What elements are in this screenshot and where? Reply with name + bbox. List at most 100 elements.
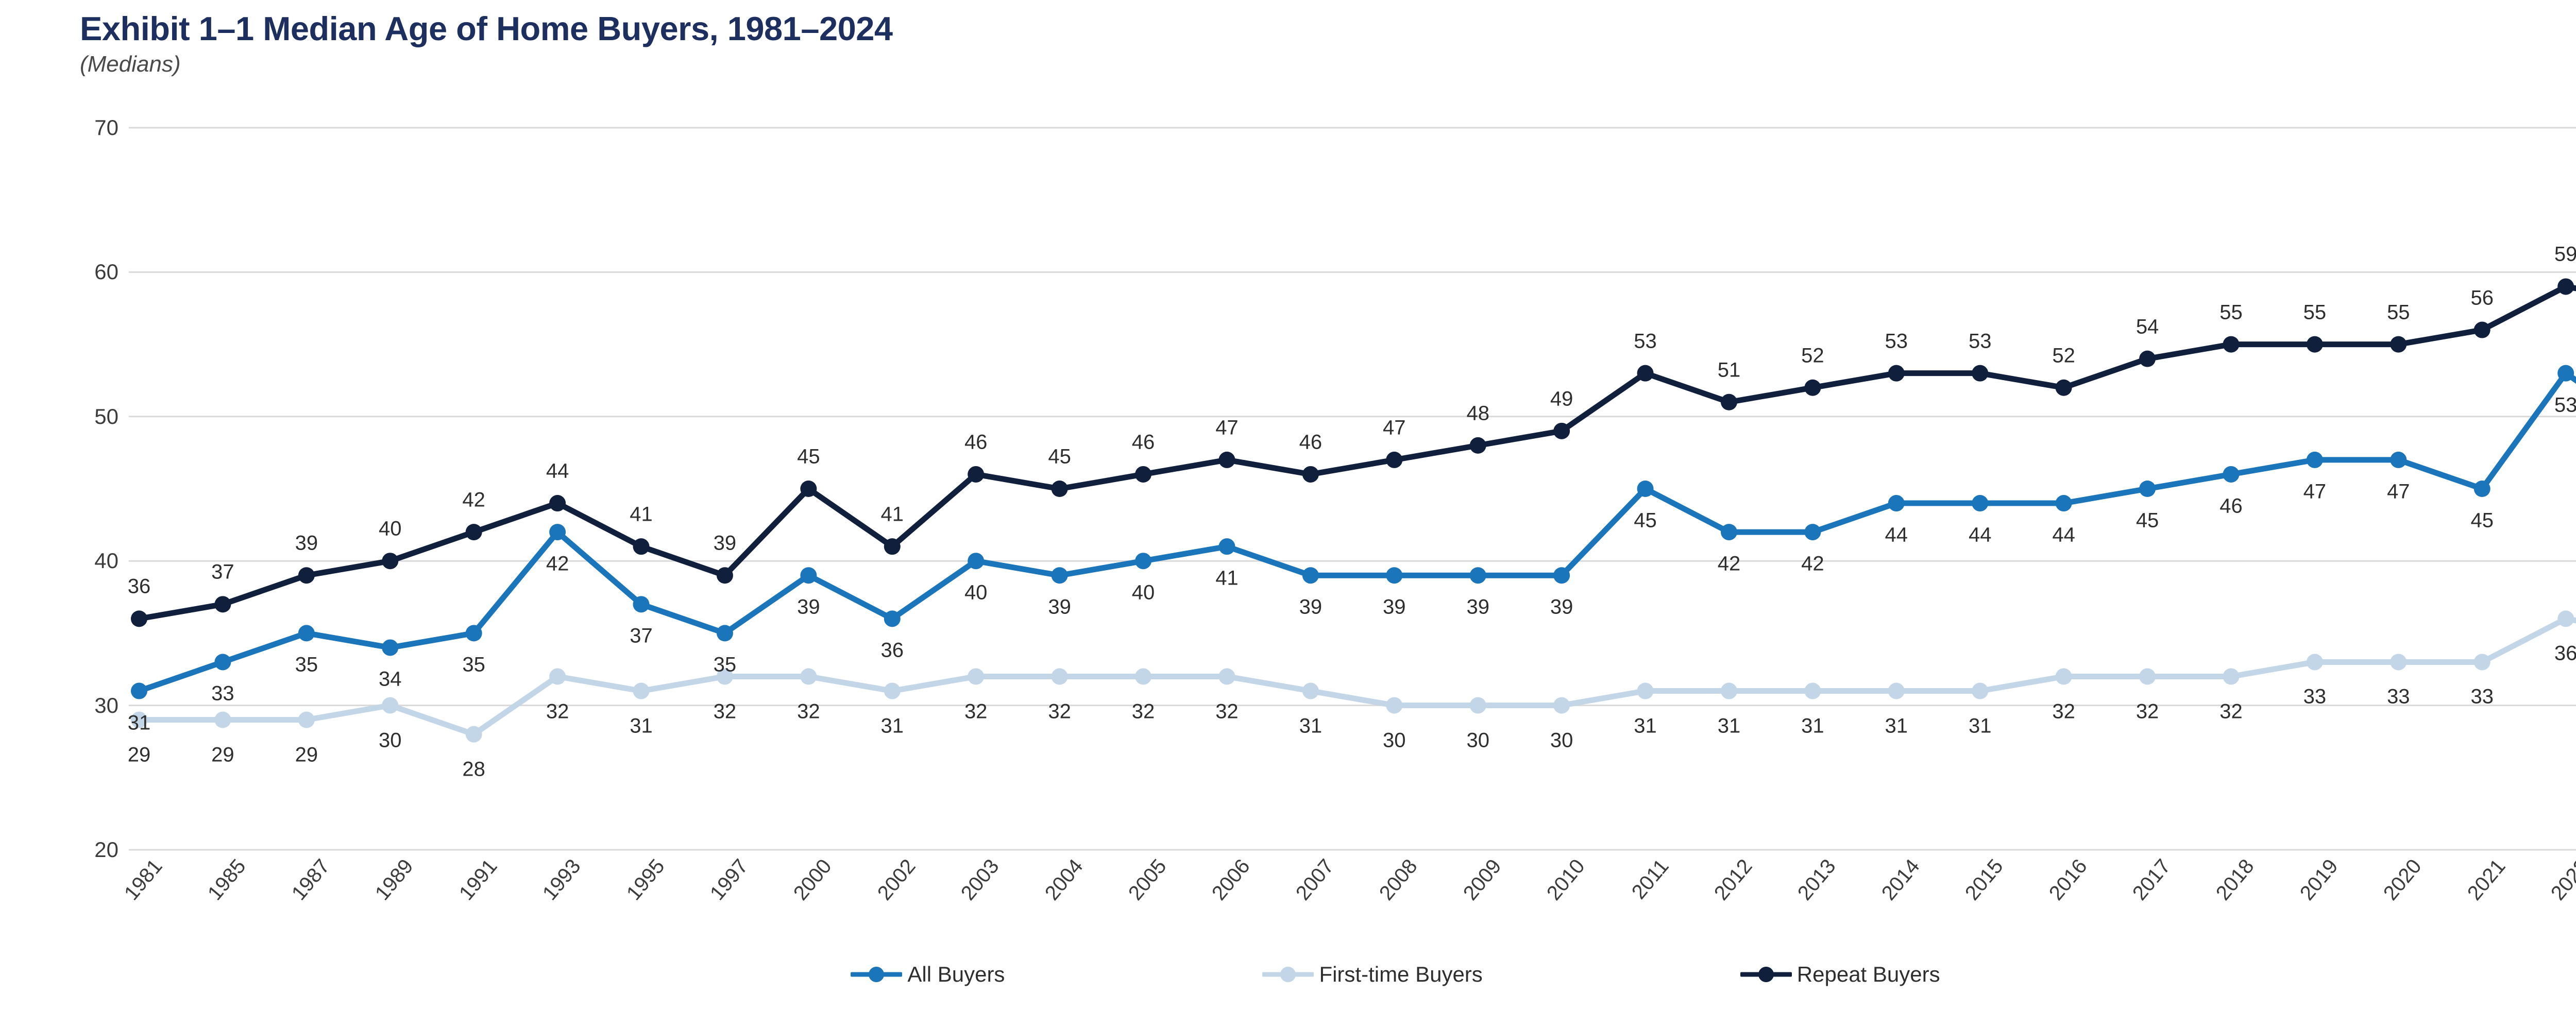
data-point <box>298 625 315 642</box>
data-point <box>2223 466 2240 483</box>
data-point <box>2139 481 2156 497</box>
x-axis-tick-label: 2012 <box>1709 855 1757 905</box>
data-point <box>1469 697 1486 714</box>
data-point <box>1637 682 1654 699</box>
series-repeat-buyers <box>131 278 2576 627</box>
data-point <box>214 711 231 728</box>
gridlines <box>129 127 2576 851</box>
data-point <box>2306 451 2323 468</box>
y-axis-tick-label: 70 <box>94 115 118 140</box>
data-point <box>633 682 650 699</box>
data-point <box>716 567 733 584</box>
data-point <box>2473 654 2490 671</box>
x-axis-tick-label: 2011 <box>1627 855 1673 904</box>
x-axis-tick-label: 2014 <box>1877 855 1924 905</box>
data-point <box>1051 567 1068 584</box>
data-point <box>1553 422 1570 439</box>
data-point <box>1720 682 1737 699</box>
x-axis-tick-label: 2017 <box>2128 855 2175 905</box>
data-point <box>2473 481 2490 497</box>
x-axis-tick-label: 1995 <box>622 855 669 905</box>
y-axis-tick-label: 30 <box>94 693 118 717</box>
data-point <box>2223 336 2240 353</box>
chart-subtitle: (Medians) <box>80 52 181 77</box>
plot-area: 36 37 39 40 42 44 41 39 45 41 46 45 46 47 46 47 48 49 53 51… <box>128 127 2576 851</box>
x-axis-tick-label: 2018 <box>2212 855 2259 905</box>
data-point <box>1553 567 1570 584</box>
data-point <box>633 538 650 555</box>
x-axis-tick-label: 2022 <box>2546 855 2576 905</box>
x-axis-tick-label: 1985 <box>204 855 251 905</box>
data-point <box>1051 668 1068 685</box>
data-point <box>1135 668 1152 685</box>
data-point <box>1804 379 1821 396</box>
data-point <box>2306 654 2323 671</box>
legend-label: Repeat Buyers <box>1797 962 1940 986</box>
series-line <box>136 370 2576 694</box>
data-point <box>2390 336 2407 353</box>
data-point <box>465 625 482 642</box>
x-axis: 1981 1985 1987 1989 1991 1993 1995 1997 2000 2002… <box>120 855 2576 958</box>
data-point <box>1720 524 1737 541</box>
data-point <box>884 610 901 627</box>
chart-legend: All Buyers First-time Buyers Repeat Buyers <box>0 962 2576 987</box>
data-point <box>298 711 315 728</box>
x-axis-tick-label: 2010 <box>1542 855 1589 905</box>
data-point <box>214 654 231 671</box>
x-axis-tick-label: 2002 <box>873 855 920 905</box>
data-point <box>633 596 650 613</box>
data-point <box>1218 451 1235 468</box>
x-axis-tick-label: 2008 <box>1375 855 1422 905</box>
legend-item-all-buyers[interactable]: All Buyers <box>851 962 1005 987</box>
data-point <box>1972 682 1989 699</box>
data-point <box>1888 495 1905 512</box>
legend-item-repeat-buyers[interactable]: Repeat Buyers <box>1740 962 1940 987</box>
data-point <box>1302 682 1319 699</box>
legend-item-first-time-buyers[interactable]: First-time Buyers <box>1262 962 1483 987</box>
x-axis-tick-label: 2015 <box>1961 855 2008 905</box>
series-all-buyers <box>131 365 2576 699</box>
data-point <box>1302 567 1319 584</box>
data-point <box>1135 466 1152 483</box>
x-axis-tick-label: 2016 <box>2044 855 2092 905</box>
data-point <box>131 682 147 699</box>
y-axis-tick-label: 60 <box>94 260 118 284</box>
x-axis-tick-label: 1997 <box>705 855 753 905</box>
x-axis-tick-label: 1987 <box>287 855 334 905</box>
x-axis-tick-label: 2005 <box>1124 855 1171 905</box>
x-axis-tick-label: 2000 <box>789 855 837 905</box>
data-point <box>2139 668 2156 685</box>
data-point <box>382 697 399 714</box>
data-point <box>1804 524 1821 541</box>
data-point <box>1051 481 1068 497</box>
data-point <box>800 567 817 584</box>
series-line <box>136 615 2576 738</box>
data-point <box>2557 610 2574 627</box>
data-point <box>2473 321 2490 338</box>
data-point <box>2557 278 2574 295</box>
data-point <box>465 726 482 743</box>
data-point <box>1386 567 1403 584</box>
y-axis-tick-label: 50 <box>94 404 118 429</box>
data-point <box>549 668 566 685</box>
x-axis-tick-label: 1993 <box>538 855 585 905</box>
x-axis-tick-label: 2019 <box>2295 855 2343 905</box>
x-axis-tick-label: 2004 <box>1040 855 1088 905</box>
data-point <box>131 711 147 728</box>
x-axis-tick-label: 1991 <box>454 855 502 905</box>
y-axis-tick-label: 40 <box>94 549 118 573</box>
data-point <box>382 553 399 570</box>
y-axis-tick-label: 20 <box>94 837 118 862</box>
data-point <box>884 682 901 699</box>
data-point <box>382 639 399 656</box>
data-point <box>1888 365 1905 382</box>
data-point <box>800 481 817 497</box>
x-axis-tick-label: 2007 <box>1291 855 1338 905</box>
data-point <box>1637 481 1654 497</box>
y-axis: 20 30 40 50 60 70 <box>57 115 118 862</box>
data-point <box>549 495 566 512</box>
data-point <box>1888 682 1905 699</box>
data-point <box>1637 365 1654 382</box>
series-line <box>136 283 2576 622</box>
page-title: Exhibit 1–1 Median Age of Home Buyers, 1… <box>80 10 893 47</box>
